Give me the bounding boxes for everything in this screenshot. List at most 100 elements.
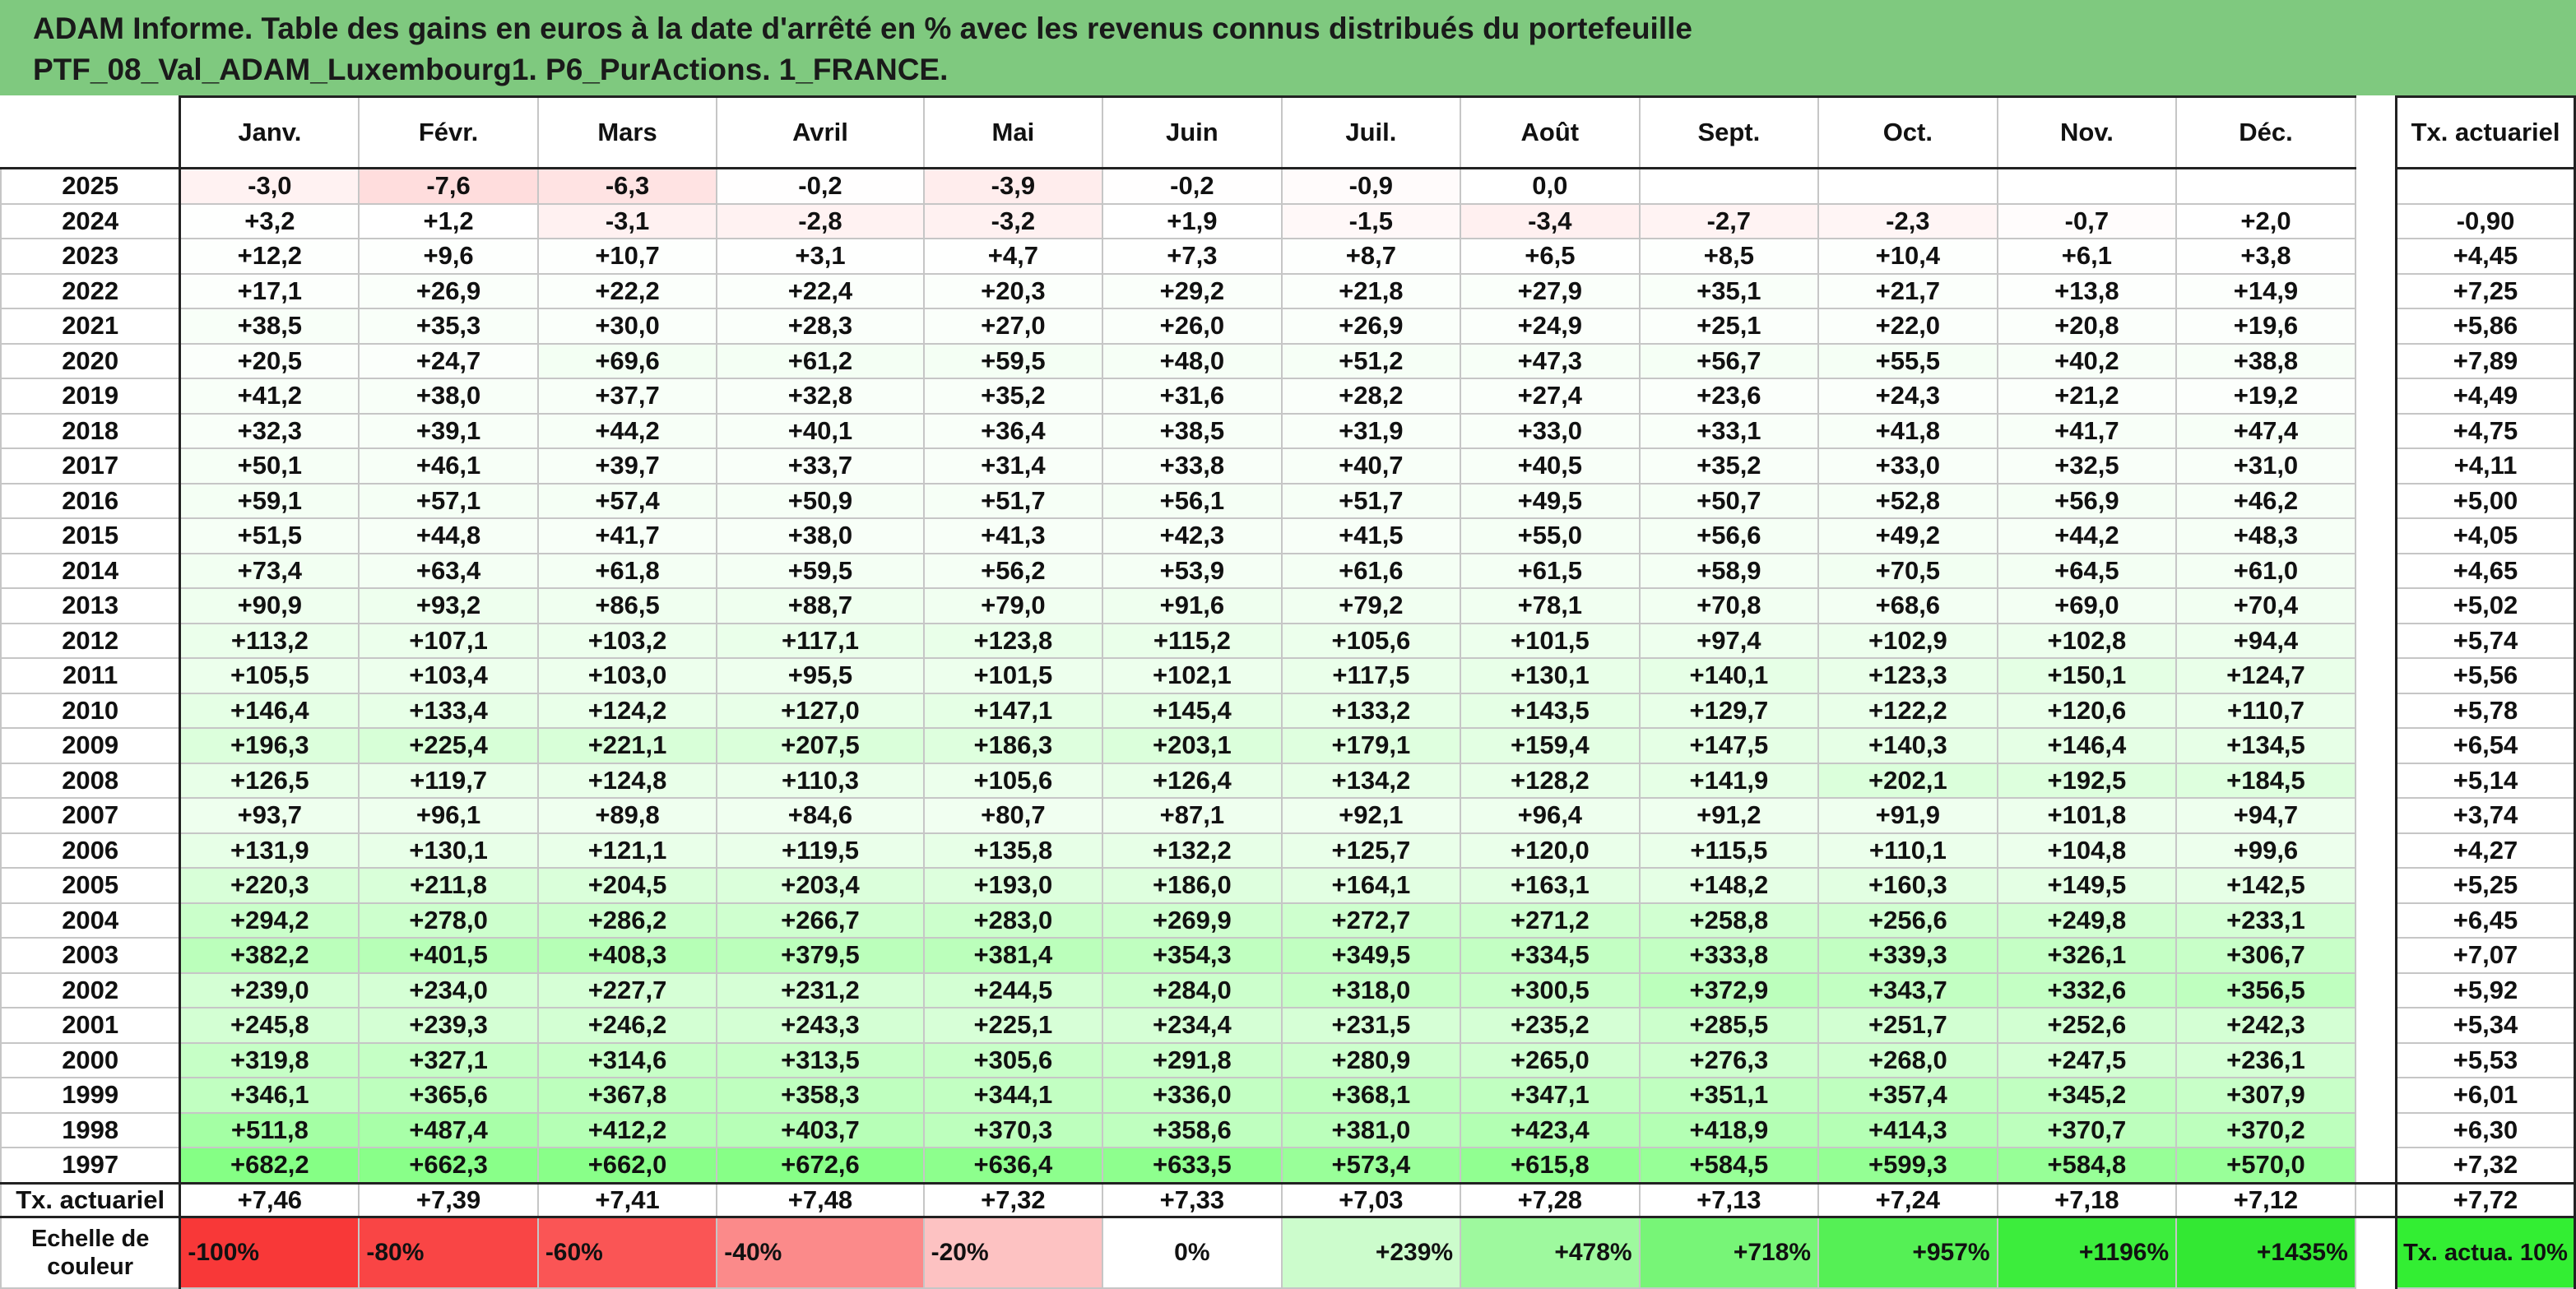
value-cell: +31,4: [922, 447, 1104, 485]
column-gap: [2355, 868, 2397, 903]
value-cell: +3,2: [179, 202, 360, 239]
value-cell: +186,3: [922, 727, 1104, 764]
column-gap: [2355, 168, 2397, 204]
color-scale-cell: -80%: [358, 1216, 539, 1289]
tx-actuariel-month-cell: +7,13: [1638, 1181, 1820, 1218]
value-cell: +26,0: [1102, 308, 1283, 345]
value-cell: +332,6: [1996, 971, 2178, 1008]
tx-actuariel-cell: +7,89: [2395, 342, 2576, 379]
value-cell: -2,8: [716, 202, 925, 239]
value-cell: +51,2: [1280, 342, 1462, 379]
value-cell: +233,1: [2175, 902, 2356, 939]
title-line-2: PTF_08_Val_ADAM_Luxembourg1. P6_PurActio…: [33, 53, 949, 86]
table-row: 2023 +12,2 +9,6 +10,7 +3,1 +4,7 +7,3 +8,7 +6,5 +8…: [0, 238, 2576, 275]
table-row: 2025 -3,0 -7,6 -6,3 -0,2 -3,9 -0,2 -0,9 0,0: [0, 167, 2576, 205]
value-cell: +33,0: [1460, 412, 1641, 449]
value-cell: +61,2: [716, 342, 925, 379]
year-label: 2018: [0, 412, 182, 449]
value-cell: +6,1: [1996, 238, 2178, 275]
year-label: 2003: [0, 937, 182, 974]
value-cell: +487,4: [358, 1111, 539, 1148]
value-cell: +347,1: [1460, 1077, 1641, 1114]
value-cell: +23,6: [1638, 378, 1820, 415]
tx-actuariel-month-cell: +7,18: [1996, 1181, 2178, 1218]
value-cell: +48,3: [2175, 517, 2356, 554]
value-cell: +121,1: [536, 832, 718, 869]
value-cell: +49,5: [1460, 482, 1641, 519]
tx-actuariel-cell: +4,45: [2395, 238, 2576, 275]
year-label: 2019: [0, 378, 182, 415]
table-row: 1998 +511,8 +487,4 +412,2 +403,7 +370,3 +358,6…: [0, 1111, 2576, 1148]
column-gap: [2355, 1008, 2397, 1043]
value-cell: +19,2: [2175, 378, 2356, 415]
value-cell: +113,2: [179, 622, 360, 659]
value-cell: +423,4: [1460, 1111, 1641, 1148]
value-cell: +40,7: [1280, 447, 1462, 485]
value-cell: +662,0: [536, 1147, 718, 1184]
color-scale-cell: 0%: [1102, 1216, 1283, 1289]
value-cell: +120,0: [1460, 832, 1641, 869]
value-cell: +4,7: [922, 238, 1104, 275]
value-cell: +22,2: [536, 272, 718, 309]
value-cell: +103,2: [536, 622, 718, 659]
value-cell: +36,4: [922, 412, 1104, 449]
value-cell: +368,1: [1280, 1077, 1462, 1114]
value-cell: +6,5: [1460, 238, 1641, 275]
value-cell: +599,3: [1817, 1147, 1998, 1184]
value-cell: +56,1: [1102, 482, 1283, 519]
value-cell: +313,5: [716, 1041, 925, 1078]
value-cell: +63,4: [358, 552, 539, 589]
value-cell: +37,7: [536, 378, 718, 415]
column-gap: [2355, 203, 2397, 239]
value-cell: +40,5: [1460, 447, 1641, 485]
value-cell: +127,0: [716, 692, 925, 729]
value-cell: -3,2: [922, 202, 1104, 239]
value-cell: +148,2: [1638, 867, 1820, 904]
tx-actuariel-month-cell: +7,39: [358, 1181, 539, 1218]
value-cell: +164,1: [1280, 867, 1462, 904]
value-cell: +584,5: [1638, 1147, 1820, 1184]
year-label: 2013: [0, 587, 182, 624]
month-header: Oct.: [1817, 95, 1998, 169]
value-cell: +150,1: [1996, 657, 2178, 694]
value-cell: +351,1: [1638, 1077, 1820, 1114]
value-cell: +119,5: [716, 832, 925, 869]
value-cell: +20,3: [922, 272, 1104, 309]
value-cell: +57,4: [536, 482, 718, 519]
year-label: 2006: [0, 832, 182, 869]
value-cell: +88,7: [716, 587, 925, 624]
month-header: Avril: [716, 95, 925, 169]
color-scale-cell: -20%: [922, 1216, 1104, 1289]
value-cell: +89,8: [536, 797, 718, 834]
table-row: 2017 +50,1 +46,1 +39,7 +33,7 +31,4 +33,8 +40,7 +…: [0, 447, 2576, 485]
column-gap: [2355, 1042, 2397, 1078]
year-label: 2012: [0, 622, 182, 659]
value-cell: +57,1: [358, 482, 539, 519]
value-cell: +142,5: [2175, 867, 2356, 904]
value-cell: +33,0: [1817, 447, 1998, 485]
table-row: 2004 +294,2 +278,0 +286,2 +266,7 +283,0 +269,9…: [0, 902, 2576, 939]
value-cell: +333,8: [1638, 937, 1820, 974]
tx-actuariel-month-cell: +7,32: [922, 1181, 1104, 1218]
value-cell: +130,1: [1460, 657, 1641, 694]
month-header: Juil.: [1280, 95, 1462, 169]
month-header: Mai: [922, 95, 1104, 169]
tx-actuariel-header: Tx. actuariel: [2395, 95, 2576, 169]
value-cell: +51,5: [179, 517, 360, 554]
value-cell: +24,9: [1460, 308, 1641, 345]
table-row: 2009 +196,3 +225,4 +221,1 +207,5 +186,3 +203,1…: [0, 727, 2576, 764]
value-cell: +192,5: [1996, 762, 2178, 799]
table-row: 2007 +93,7 +96,1 +89,8 +84,6 +80,7 +87,1 +92,1 +…: [0, 797, 2576, 834]
month-header: Juin: [1102, 95, 1283, 169]
value-cell: +147,1: [922, 692, 1104, 729]
value-cell: [1996, 167, 2178, 205]
value-cell: +46,1: [358, 447, 539, 485]
table-row: 2015 +51,5 +44,8 +41,7 +38,0 +41,3 +42,3 +41,5 +…: [0, 517, 2576, 554]
column-gap: [2355, 553, 2397, 588]
color-scale-tx-cell: Tx. actua. 10%: [2395, 1216, 2576, 1289]
value-cell: +147,5: [1638, 727, 1820, 764]
value-cell: +370,3: [922, 1111, 1104, 1148]
color-scale-cell: -40%: [716, 1216, 925, 1289]
value-cell: +307,9: [2175, 1077, 2356, 1114]
value-cell: +96,1: [358, 797, 539, 834]
